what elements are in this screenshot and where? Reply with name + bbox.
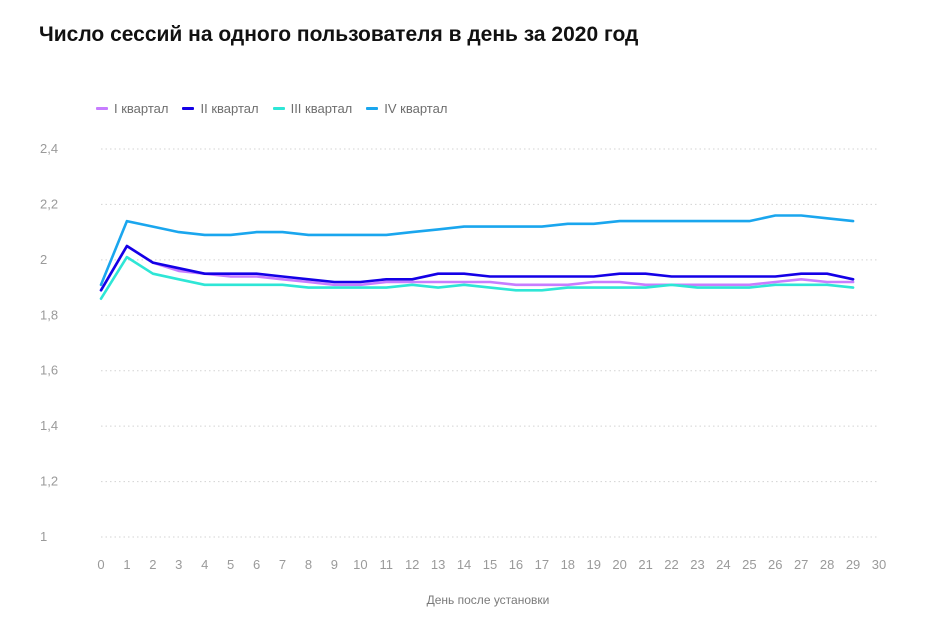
legend-swatch-q1	[96, 107, 108, 110]
y-tick-label: 1,6	[40, 363, 58, 378]
series-line-q3[interactable]	[99, 255, 855, 301]
x-tick-label: 24	[716, 557, 730, 572]
series-line-q2[interactable]	[99, 244, 855, 292]
legend: I квартал II квартал III квартал IV квар…	[96, 101, 447, 116]
series-layer	[99, 214, 855, 301]
grid-layer	[101, 148, 879, 538]
x-tick-label: 27	[794, 557, 808, 572]
x-tick-label: 19	[586, 557, 600, 572]
x-tick-label: 7	[279, 557, 286, 572]
y-tick-labels: 1 1,2 1,4 1,6 1,8 2 2,2 2,4	[40, 141, 58, 544]
x-tick-label: 29	[846, 557, 860, 572]
x-tick-label: 1	[123, 557, 130, 572]
x-tick-label: 21	[638, 557, 652, 572]
x-tick-label: 12	[405, 557, 419, 572]
x-tick-label: 0	[97, 557, 104, 572]
x-tick-label: 8	[305, 557, 312, 572]
y-tick-label: 1,4	[40, 418, 58, 433]
legend-swatch-q2	[182, 107, 195, 110]
y-tick-label: 1,8	[40, 307, 58, 322]
chart-title: Число сессий на одного пользователя в де…	[39, 23, 639, 46]
legend-swatch-q4	[366, 107, 379, 110]
legend-item-q1[interactable]: I квартал	[96, 101, 168, 116]
x-tick-label: 10	[353, 557, 367, 572]
x-axis-label: День после установки	[427, 593, 550, 607]
x-tick-label: 3	[175, 557, 182, 572]
y-tick-label: 1	[40, 529, 47, 544]
x-tick-labels: 0 1 2 3 4 5 6 7 8 9 10 11 12 13 14 15 16 17 18 19 20 21 22 23 24…	[97, 557, 886, 572]
legend-item-q4[interactable]: IV квартал	[366, 101, 447, 116]
legend-label-q4: IV квартал	[384, 101, 448, 116]
x-tick-label: 28	[820, 557, 834, 572]
legend-item-q2[interactable]: II квартал	[182, 101, 259, 116]
legend-swatch-q3	[272, 107, 285, 110]
x-tick-label: 25	[742, 557, 756, 572]
x-tick-label: 16	[509, 557, 523, 572]
x-tick-label: 6	[253, 557, 260, 572]
y-tick-label: 2,2	[40, 196, 58, 211]
x-tick-label: 22	[664, 557, 678, 572]
y-tick-label: 1,2	[40, 474, 58, 489]
x-tick-label: 15	[483, 557, 497, 572]
legend-item-q3[interactable]: III квартал	[272, 101, 353, 116]
x-tick-label: 4	[201, 557, 208, 572]
y-tick-label: 2	[40, 252, 47, 267]
series-line-q4[interactable]	[99, 214, 855, 287]
x-tick-label: 18	[561, 557, 575, 572]
x-tick-label: 17	[535, 557, 549, 572]
x-tick-label: 14	[457, 557, 471, 572]
x-tick-label: 26	[768, 557, 782, 572]
x-tick-label: 13	[431, 557, 445, 572]
legend-label-q1: I квартал	[114, 101, 169, 116]
x-tick-label: 11	[380, 557, 394, 572]
series-line-q1[interactable]	[99, 244, 855, 292]
x-tick-label: 9	[331, 557, 338, 572]
x-tick-label: 20	[612, 557, 626, 572]
y-tick-label: 2,4	[40, 141, 58, 156]
x-tick-label: 5	[227, 557, 234, 572]
x-tick-label: 30	[872, 557, 886, 572]
x-tick-label: 2	[149, 557, 156, 572]
legend-label-q2: II квартал	[200, 101, 259, 116]
x-tick-label: 23	[690, 557, 704, 572]
legend-label-q3: III квартал	[290, 101, 353, 116]
